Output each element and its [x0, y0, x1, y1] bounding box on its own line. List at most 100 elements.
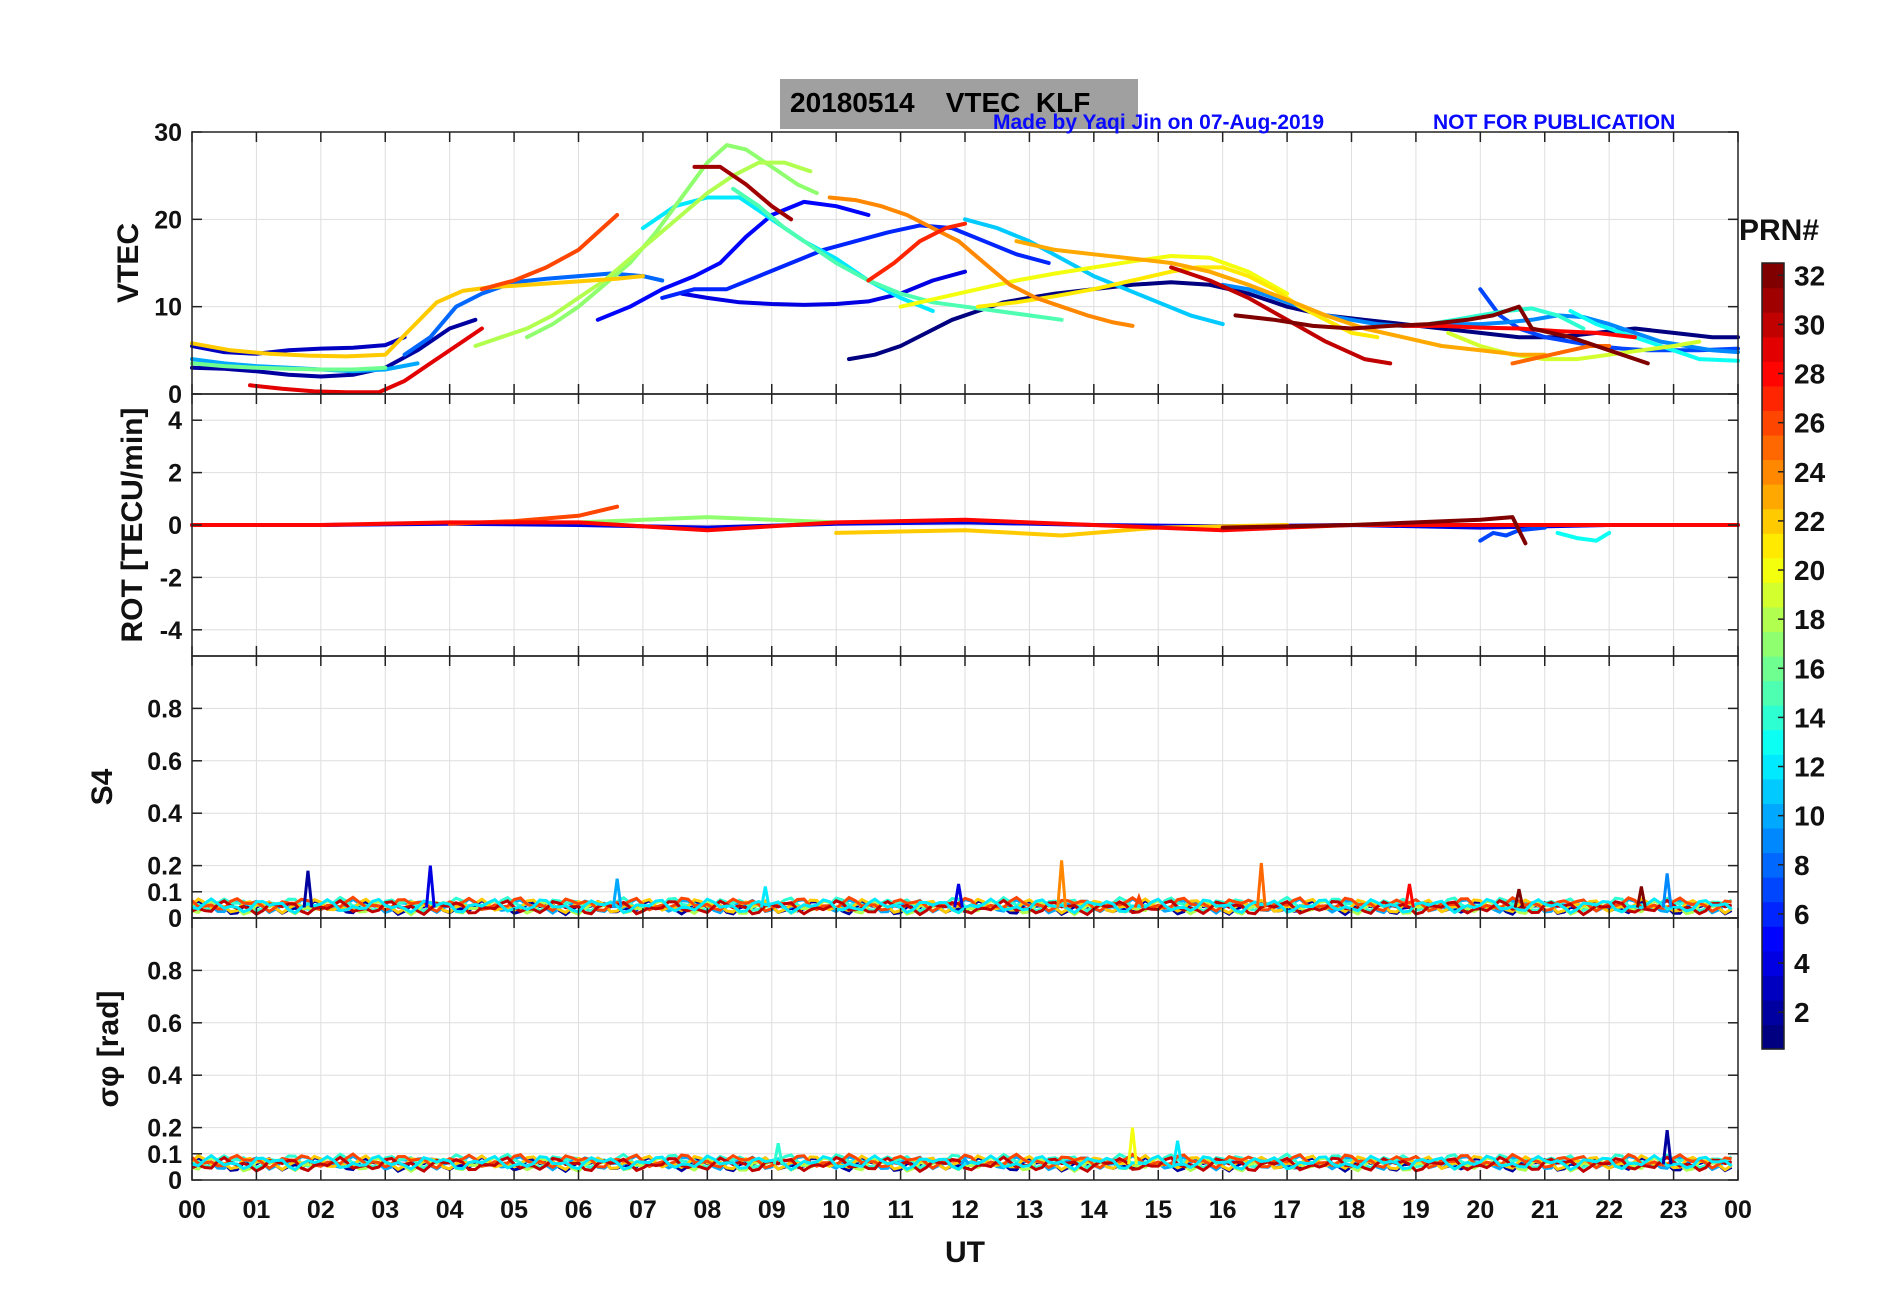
y-axis-label: ROT [TECU/min] [116, 408, 149, 643]
colorbar-frame [1761, 262, 1785, 1050]
colorbar-segment [1762, 508, 1784, 534]
colorbar-segment [1762, 1024, 1784, 1050]
x-tick-label: 21 [1531, 1196, 1559, 1224]
credit-text: Made by Yaqi Jin on 07-Aug-2019 [993, 111, 1325, 134]
y-tick-label: 0.4 [147, 800, 182, 828]
x-tick-label: 11 [887, 1196, 914, 1224]
y-axis-label: VTEC [112, 223, 145, 303]
colorbar-segment [1762, 361, 1784, 387]
colorbar-tick-label: 22 [1794, 506, 1825, 537]
x-tick-label: 07 [629, 1196, 657, 1224]
x-tick-label: 08 [693, 1196, 721, 1224]
colorbar-segment [1762, 656, 1784, 682]
x-tick-label: 15 [1144, 1196, 1172, 1224]
y-tick-label: 0.6 [147, 1010, 182, 1038]
y-tick-label: 0 [168, 1167, 182, 1195]
colorbar-segment [1762, 533, 1784, 559]
y-tick-label: 4 [168, 407, 182, 435]
x-tick-label: 14 [1080, 1196, 1108, 1224]
spike-prn-4 [424, 865, 436, 908]
x-tick-label: 00 [1724, 1196, 1752, 1224]
x-axis-label: UT [945, 1236, 985, 1269]
series-line-prn-17 [525, 143, 819, 340]
series-line-prn-17 [576, 515, 839, 525]
colorbar-segment [1762, 827, 1784, 854]
colorbar-tick-label: 24 [1794, 457, 1826, 488]
series-line-prn-1 [847, 280, 1740, 362]
x-tick-label: 19 [1402, 1196, 1430, 1224]
x-tick-label: 02 [307, 1196, 335, 1224]
series-line-prn-15 [731, 186, 1064, 322]
x-tick-label: 01 [243, 1196, 271, 1224]
spike-prn-9 [1661, 873, 1673, 908]
colorbar-tick-label: 26 [1794, 408, 1825, 439]
colorbar-segment [1762, 385, 1784, 411]
x-tick-label: 20 [1466, 1196, 1494, 1224]
x-tick-label: 22 [1595, 1196, 1623, 1224]
series-line-prn-20 [898, 254, 1290, 309]
spike-prn-32 [1513, 888, 1525, 908]
y-tick-label: 2 [168, 460, 182, 488]
x-tick-label: 03 [371, 1196, 399, 1224]
y-tick-label: 0 [168, 512, 182, 540]
x-tick-label: 16 [1209, 1196, 1237, 1224]
series-line-prn-11 [963, 217, 1225, 327]
colorbar-segment [1762, 950, 1784, 976]
series-line-prn-31 [692, 164, 794, 222]
series-line-prn-30 [1169, 265, 1393, 366]
colorbar-segment [1762, 803, 1784, 829]
colorbar-segment [1762, 926, 1784, 952]
colorbar-tick-label: 12 [1794, 752, 1825, 783]
colorbar-segment [1762, 410, 1784, 436]
colorbar-segment [1762, 287, 1784, 313]
baseline-band-prn-12 [191, 1153, 1733, 1172]
spike-prn-25 [1255, 862, 1267, 908]
colorbar-segment [1762, 606, 1784, 633]
colorbar-segment [1762, 582, 1784, 608]
colorbar-segment [1762, 901, 1784, 927]
series-line-prn-28 [1401, 323, 1637, 340]
colorbar-tick-label: 28 [1794, 359, 1825, 390]
x-tick-label: 10 [822, 1196, 850, 1224]
y-tick-label: 0 [168, 381, 182, 409]
spike-prn-2 [302, 870, 314, 908]
series-line-prn-6 [660, 223, 1051, 300]
series-line-prn-21 [975, 265, 1380, 340]
y-tick-label: -2 [160, 564, 182, 592]
series-line-prn-23 [1014, 239, 1547, 357]
y-tick-label: 0.6 [147, 748, 182, 776]
x-tick-label: 05 [500, 1196, 528, 1224]
colorbar-tick-label: 8 [1794, 850, 1810, 881]
y-tick-label: 10 [154, 294, 182, 322]
series-line-prn-32 [1233, 304, 1650, 366]
y-axis-label: σφ [rad] [92, 991, 125, 1108]
series-line-prn-22 [834, 523, 1290, 538]
series-line-prn-7 [1478, 525, 1547, 543]
x-tick-label: 04 [436, 1196, 464, 1224]
colorbar-segment [1762, 729, 1784, 755]
spike-prn-28 [1404, 883, 1415, 908]
colorbar-segment [1762, 975, 1784, 1001]
colorbar-segment [1762, 877, 1784, 903]
y-tick-label: 0 [168, 905, 182, 933]
colorbar-segment [1762, 631, 1784, 657]
colorbar-tick-label: 30 [1794, 309, 1825, 340]
colorbar-segment [1762, 705, 1784, 731]
series-line-prn-27 [866, 221, 967, 283]
colorbar-tick-label: 14 [1794, 702, 1826, 733]
colorbar-tick-label: 2 [1794, 997, 1810, 1028]
colorbar-label: PRN# [1739, 214, 1819, 247]
colorbar-tick-label: 4 [1794, 948, 1810, 979]
y-tick-label: 0.8 [147, 695, 182, 723]
title-box [780, 79, 1138, 129]
x-tick-label: 18 [1338, 1196, 1366, 1224]
series-line-prn-29 [248, 326, 484, 395]
spike-prn-14 [772, 1143, 784, 1165]
spike-prn-4 [953, 883, 964, 908]
colorbar-segment [1762, 459, 1784, 485]
x-tick-label: 13 [1016, 1196, 1044, 1224]
series-line-prn-26 [479, 213, 620, 292]
colorbar-tick-label: 32 [1794, 260, 1825, 291]
series-line-prn-4 [679, 269, 967, 307]
x-tick-label: 23 [1660, 1196, 1688, 1224]
